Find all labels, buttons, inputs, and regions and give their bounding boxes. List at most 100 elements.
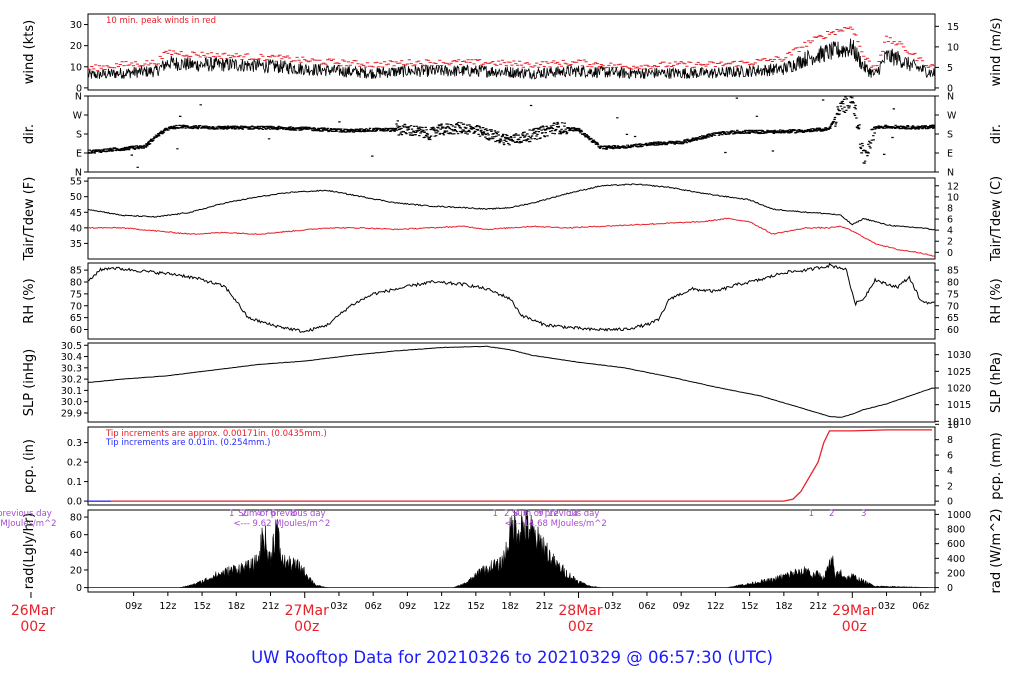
- temp-left-tick-label: 50: [70, 192, 82, 203]
- rh-right-tick-label: 60: [947, 325, 959, 336]
- pcp-left-tick-label: 0.1: [67, 477, 82, 488]
- pcp-plot-area: [88, 429, 933, 502]
- time-tick-label: 18z: [502, 601, 519, 612]
- wind-panel-frame: [87, 13, 936, 91]
- temp-right-tick-label: 0: [947, 248, 953, 259]
- temp-left-tick-label: 55: [70, 177, 82, 188]
- slp-left-tick-label: 30.5: [61, 341, 82, 352]
- dir-left-tick-label: N: [75, 92, 82, 103]
- rad-right-tick-label: 800: [947, 525, 965, 536]
- rh-plot-area: [88, 263, 935, 333]
- time-tick-label: 12z: [159, 601, 176, 612]
- dir-right-tick-label: N: [947, 168, 954, 179]
- day-label-zulu: 00z: [294, 619, 319, 635]
- temp-right-tick-label: 4: [947, 226, 953, 237]
- pcp-right-tick-label: 6: [947, 451, 953, 462]
- wind-right-tick-label: 5: [947, 63, 953, 74]
- rh-left-tick-label: 70: [70, 301, 82, 312]
- pcp-right-tick-label: 0: [947, 497, 953, 508]
- rad-hour-marker: 2: [829, 509, 834, 519]
- temp-right-tick-label: 8: [947, 203, 953, 214]
- pcp-series-red: [88, 429, 933, 502]
- pcp-note-1: Tip increments are approx. 0.00171in. (0…: [105, 429, 327, 439]
- slp-left-tick-label: 30.0: [61, 397, 82, 408]
- temp-plot-area: [88, 183, 935, 257]
- dir-plot-area: [88, 96, 935, 168]
- day-label-zulu: 00z: [568, 619, 593, 635]
- rh-left-axis-label: RH (%): [22, 278, 37, 323]
- day-label-date: 27Mar: [285, 603, 329, 619]
- temp-right-tick-label: 2: [947, 237, 953, 248]
- rh-left-tick-label: 60: [70, 325, 82, 336]
- dir-right-tick-label: W: [947, 111, 957, 122]
- rad-right-axis-label: rad (W/m^2): [989, 509, 1004, 594]
- wind-left-tick-label: 30: [70, 20, 82, 31]
- time-tick-label: 12z: [433, 601, 450, 612]
- time-tick-label: 15z: [467, 601, 484, 612]
- temp-series-tdew: [88, 217, 935, 257]
- slp-left-tick-label: 30.3: [61, 363, 82, 374]
- dir-right-axis-label: dir.: [989, 124, 1004, 144]
- dir-panel-frame: [87, 95, 936, 173]
- rad-left-tick-label: 20: [70, 565, 82, 576]
- slp-left-tick-label: 30.4: [61, 352, 82, 363]
- rh-right-tick-label: 85: [947, 266, 959, 277]
- time-tick-label: 03z: [330, 601, 347, 612]
- time-tick-label: 15z: [741, 601, 758, 612]
- pcp-note-2: Tip increments are 0.01in. (0.254mm.): [105, 438, 270, 448]
- time-tick-label: 06z: [365, 601, 382, 612]
- time-tick-label: 09z: [673, 601, 690, 612]
- day-label-date: 28Mar: [558, 603, 602, 619]
- dir-left-axis-label: dir.: [22, 124, 37, 144]
- time-tick-label: 06z: [912, 601, 929, 612]
- rad-sum-note-title-3: Sum of previous day: [512, 509, 599, 519]
- time-tick-label: 03z: [878, 601, 895, 612]
- dir-series-marks: [88, 96, 935, 168]
- rad-hour-marker: 3: [513, 509, 518, 519]
- rad-right-tick-label: 600: [947, 539, 965, 550]
- rad-hour-marker: 8: [291, 509, 296, 519]
- slp-panel-frame: [87, 342, 936, 423]
- rh-series-rh: [88, 263, 935, 333]
- rad-left-axis-label: rad(Lgly/hr): [22, 513, 37, 589]
- temp-right-tick-label: 12: [947, 181, 959, 192]
- temp-right-axis-label: Tair/Tdew (C): [989, 176, 1004, 262]
- rh-right-tick-label: 80: [947, 278, 959, 289]
- page-title: UW Rooftop Data for 20210326 to 20210329…: [251, 648, 773, 667]
- slp-left-axis-label: SLP (inHg): [22, 349, 37, 417]
- temp-right-tick-label: 10: [947, 192, 959, 203]
- slp-series-slp: [88, 345, 935, 418]
- time-tick-label: 09z: [399, 601, 416, 612]
- time-tick-label: 18z: [228, 601, 245, 612]
- slp-right-tick-label: 1020: [947, 384, 971, 395]
- slp-plot-area: [88, 345, 935, 418]
- rad-sum-note-value-1: <--- 1.87 MJoules/m^2: [0, 519, 57, 529]
- rad-hour-marker: 6: [270, 509, 275, 519]
- rad-series-area: [88, 510, 935, 588]
- rad-left-tick-label: 60: [70, 530, 82, 541]
- pcp-left-tick-label: 0.0: [67, 497, 82, 508]
- rad-sum-note-value-2: <--- 9.62 MJoules/m^2: [234, 519, 331, 529]
- temp-left-tick-label: 35: [70, 239, 82, 250]
- rad-panel-frame: [87, 509, 936, 593]
- rad-hour-marker: 1: [229, 509, 234, 519]
- rad-plot-area: [88, 510, 935, 588]
- rad-left-tick-label: 0: [76, 583, 82, 594]
- wind-right-tick-label: 0: [947, 83, 953, 94]
- rad-left-tick-label: 40: [70, 548, 82, 559]
- day-label-zulu: 00z: [842, 619, 867, 635]
- pcp-left-axis-label: pcp. (in): [22, 439, 37, 493]
- pcp-right-axis-label: pcp. (mm): [989, 432, 1004, 499]
- wind-right-tick-label: 15: [947, 22, 959, 33]
- time-tick-label: 03z: [604, 601, 621, 612]
- rh-panel-frame: [87, 262, 936, 340]
- wind-series-line: [88, 38, 935, 80]
- rh-left-tick-label: 75: [70, 289, 82, 300]
- temp-series-tair: [88, 183, 935, 231]
- rh-left-tick-label: 65: [70, 313, 82, 324]
- pcp-right-tick-label: 2: [947, 481, 953, 492]
- dir-right-tick-label: S: [947, 130, 953, 141]
- pcp-left-tick-label: 0.3: [67, 438, 82, 449]
- wind-peak-series: [88, 26, 935, 72]
